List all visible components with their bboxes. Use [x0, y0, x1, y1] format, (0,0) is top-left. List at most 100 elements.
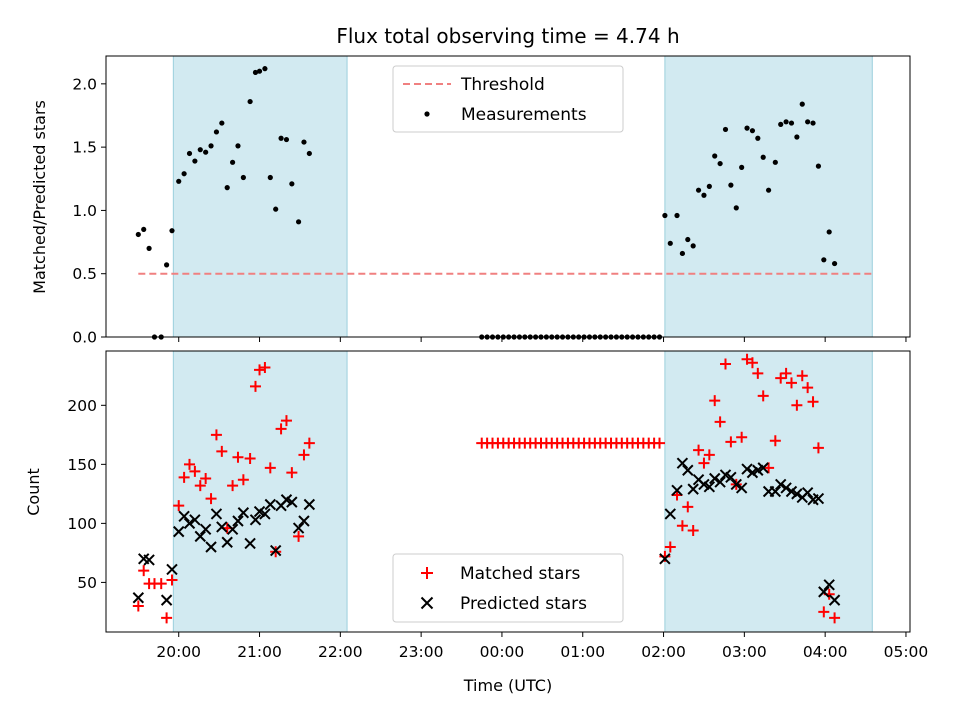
count-y-axis: 50 100 150 200: [67, 397, 106, 592]
matched-star-point: [698, 457, 710, 469]
x-tick-label: 04:00: [803, 643, 848, 661]
predicted-star-point: [664, 508, 676, 520]
measurement-point: [799, 101, 805, 107]
measurement-point: [192, 158, 198, 164]
measurement-point: [273, 206, 279, 212]
matched-star-point: [687, 524, 699, 536]
measurement-point: [278, 135, 284, 141]
measurement-point: [831, 260, 838, 267]
predicted-star-point: [166, 563, 178, 576]
predicted-star-point: [183, 517, 196, 530]
predicted-star-point: [791, 488, 803, 500]
x-tick-label: 02:00: [641, 643, 686, 661]
predicted-star-point: [194, 530, 206, 543]
legend-predicted-label: Predicted stars: [460, 594, 587, 614]
measurement-point: [247, 98, 253, 105]
measurement-point: [728, 182, 734, 188]
predicted-star-point: [189, 514, 201, 526]
matched-star-point: [802, 382, 814, 394]
matched-star-point: [714, 416, 726, 428]
ratio-panel: 0.00.51.01.52.0 Matched/Predicted stars …: [30, 55, 911, 347]
ratio-x-ticks: [178, 337, 907, 342]
measurement-point: [679, 250, 686, 257]
legend-measurements-swatch: [424, 111, 430, 117]
legend-matched-label: Matched stars: [460, 564, 580, 584]
predicted-star-point: [823, 579, 835, 591]
ratio-legend-frame: [392, 65, 624, 133]
y-tick-label: 1.5: [72, 139, 97, 157]
measurement-point: [235, 143, 241, 149]
predicted-star-point: [173, 525, 185, 538]
matched-star-point: [752, 367, 764, 379]
matched-star-point: [183, 458, 195, 470]
predicted-star-point: [216, 521, 228, 533]
measurement-point: [778, 121, 784, 127]
predicted-star-point: [730, 478, 742, 491]
predicted-star-point: [709, 472, 721, 485]
measurement-point: [141, 226, 147, 233]
measurement-point: [252, 69, 259, 76]
matched-star-point: [286, 467, 298, 479]
matched-star-point: [232, 451, 244, 463]
ratio-panel-frame: [105, 55, 911, 338]
measurement-point: [772, 159, 778, 165]
measurement-point: [744, 125, 750, 131]
x-axis-label: Time (UTC): [463, 676, 552, 695]
matched-star-point: [249, 380, 261, 392]
predicted-star-point: [210, 508, 223, 520]
measurement-point: [717, 160, 723, 167]
measurement-point: [146, 245, 152, 251]
predicted-star-point: [812, 492, 825, 505]
predicted-stars-points: [132, 457, 841, 606]
shaded-interval: [173, 351, 348, 632]
measurement-point: [267, 174, 273, 181]
measurement-point: [229, 159, 236, 165]
measurement-point: [706, 183, 712, 189]
predicted-star-point: [226, 523, 239, 535]
ratio-y-axis-label: Matched/Predicted stars: [30, 100, 49, 294]
predicted-star-point: [244, 537, 256, 550]
measurement-point: [240, 174, 246, 181]
measurement-point: [783, 119, 789, 125]
y-tick-label: 0.5: [72, 265, 97, 283]
predicted-star-point: [741, 463, 753, 475]
measurement-point: [826, 229, 832, 235]
ratio-y-axis: 0.0 0.5 1.0 1.5 2.0: [72, 75, 106, 347]
legend-matched-swatch: [421, 567, 433, 579]
measurement-point: [213, 129, 220, 135]
matched-star-point: [682, 501, 694, 513]
observing-window-shading: [172, 351, 873, 632]
matched-star-point: [757, 390, 769, 402]
predicted-star-point: [769, 485, 782, 498]
measurement-point: [176, 178, 182, 184]
measurement-point: [712, 153, 718, 159]
matched-star-point: [132, 600, 144, 612]
x-tick-label: 20:00: [156, 643, 201, 661]
x-tick-label: 01:00: [560, 643, 605, 661]
measurement-point: [256, 68, 263, 74]
measurement-point: [301, 139, 307, 145]
matched-star-point: [194, 480, 206, 492]
predicted-star-point: [286, 496, 298, 508]
matched-star-point: [189, 465, 201, 477]
measurement-point: [262, 66, 268, 72]
matched-star-point: [161, 612, 173, 624]
matched-star-point: [763, 462, 775, 474]
count-panel: 50 100 150 200 20:00 21:00 22:00 23:00 00:00 01:…: [24, 350, 928, 695]
matched-star-point: [812, 442, 824, 454]
predicted-star-point: [298, 515, 310, 527]
matched-star-point: [703, 449, 715, 461]
matched-star-point: [791, 399, 803, 411]
measurement-point: [283, 136, 290, 143]
predicted-star-point: [682, 464, 694, 476]
measurement-point: [685, 236, 691, 243]
matched-star-point: [829, 612, 841, 624]
predicted-star-point: [232, 515, 244, 527]
matched-star-point: [200, 473, 212, 485]
measurement-point: [306, 150, 312, 157]
predicted-star-point: [205, 541, 217, 553]
matched-star-point: [807, 396, 819, 408]
predicted-star-point: [828, 594, 841, 606]
measurement-point: [821, 257, 827, 263]
